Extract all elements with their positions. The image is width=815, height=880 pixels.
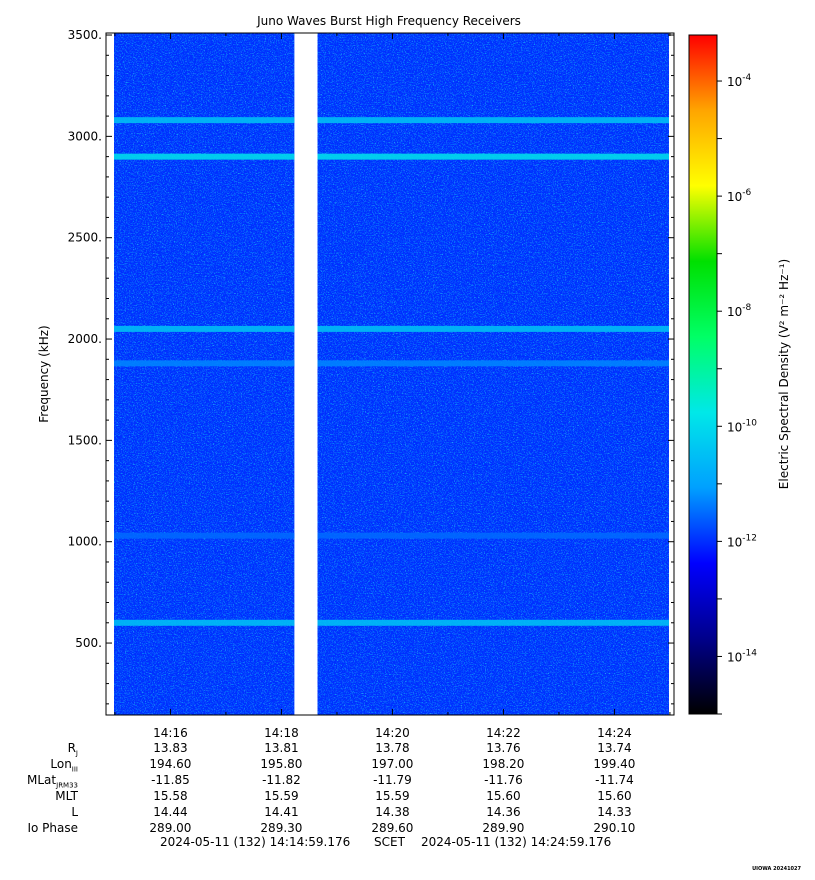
colorbar-tick-label: 10-4: [727, 73, 752, 89]
emission-band: [317, 325, 669, 332]
emission-band: [114, 117, 295, 124]
colorbar-tick-label: 10-12: [727, 533, 757, 549]
ephemeris-value: 194.60: [149, 757, 192, 771]
y-axis-label: Frequency (kHz): [37, 325, 51, 422]
ephemeris-value: 198.20: [482, 757, 525, 771]
y-tick-label: 3500.: [68, 28, 102, 42]
emission-band: [317, 117, 669, 124]
ephemeris-value: 15.59: [264, 789, 299, 803]
ephemeris-label: LonIII: [50, 757, 78, 774]
emission-band: [114, 532, 295, 539]
footer-stamp: UIOWA 20241027: [752, 866, 801, 872]
colorbar-axis: 10-4 10-6 10-8 10-10 10-12 10-14: [717, 73, 757, 715]
x-tick-label: 14:18: [264, 726, 299, 740]
ephemeris-value: 13.78: [375, 741, 410, 755]
ephemeris-value: 289.60: [371, 821, 414, 835]
emission-band: [114, 325, 295, 332]
ephemeris-value: 197.00: [371, 757, 414, 771]
ephemeris-label: MLatJRM33: [27, 773, 78, 790]
x-tick-label: 14:22: [486, 726, 521, 740]
ephemeris-value: -11.79: [373, 773, 412, 787]
emission-band: [114, 619, 295, 626]
ephemeris-value: -11.82: [262, 773, 301, 787]
spectrogram-noise-light: [317, 33, 669, 715]
ephemeris-value: 289.00: [149, 821, 192, 835]
colorbar-tick-label: 10-6: [727, 188, 752, 204]
ephemeris-value: 15.58: [153, 789, 188, 803]
ephemeris-value: 13.81: [264, 741, 299, 755]
emission-band: [114, 153, 295, 160]
ephemeris-value: -11.85: [151, 773, 190, 787]
emission-band: [317, 619, 669, 626]
ephemeris-label: Io Phase: [27, 821, 78, 835]
y-axis: 500. 1000. 1500. 2000. 2500. 3000. 3500.: [68, 28, 674, 705]
ephemeris-value: 290.10: [593, 821, 636, 835]
emission-band: [317, 360, 669, 367]
ephemeris-label: L: [71, 805, 78, 819]
ephemeris-value: 14.38: [375, 805, 410, 819]
y-tick-label: 1000.: [68, 535, 102, 549]
spectrogram-noise-light: [114, 33, 295, 715]
ephemeris-value: 15.59: [375, 789, 410, 803]
x-axis: 14:16 14:18 14:20 14:22 14:24: [114, 33, 671, 740]
ephemeris-label: MLT: [55, 789, 78, 803]
ephemeris-value: 14.33: [597, 805, 632, 819]
chart-title: Juno Waves Burst High Frequency Receiver…: [256, 14, 521, 28]
ephemeris-value: 15.60: [597, 789, 632, 803]
ephemeris-value: 289.90: [482, 821, 525, 835]
ephemeris-value: 14.44: [153, 805, 188, 819]
y-tick-label: 1500.: [68, 433, 102, 447]
ephemeris-value: 13.76: [486, 741, 521, 755]
plot-frame: [105, 32, 675, 716]
y-tick-label: 500.: [75, 636, 102, 650]
plot-area: [114, 33, 669, 715]
ephemeris-value: -11.74: [595, 773, 634, 787]
y-tick-label: 2000.: [68, 332, 102, 346]
colorbar-tick-label: 10-14: [727, 648, 757, 664]
colorbar: [688, 34, 718, 715]
ephemeris-label: RJ: [67, 741, 78, 758]
ephemeris-value: 199.40: [593, 757, 636, 771]
ephemeris-value: 13.83: [153, 741, 188, 755]
ephemeris-value: 15.60: [486, 789, 521, 803]
ephemeris-value: 195.80: [260, 757, 303, 771]
emission-band: [114, 360, 295, 367]
ephemeris-value: -11.76: [484, 773, 523, 787]
colorbar-tick-label: 10-8: [727, 303, 752, 319]
ephemeris-value: 13.74: [597, 741, 632, 755]
y-tick-label: 2500.: [68, 231, 102, 245]
emission-band: [317, 532, 669, 539]
colorbar-tick-label: 10-10: [727, 418, 757, 434]
y-tick-label: 3000.: [68, 129, 102, 143]
x-tick-label: 14:16: [153, 726, 188, 740]
x-tick-label: 14:24: [597, 726, 632, 740]
x-tick-label: 14:20: [375, 726, 410, 740]
ephemeris-value: 14.36: [486, 805, 521, 819]
colorbar-label: Electric Spectral Density (V² m⁻² Hz⁻¹): [777, 259, 791, 489]
time-scet-label: SCET: [374, 835, 405, 849]
ephemeris-value: 14.41: [264, 805, 299, 819]
time-range-start: 2024-05-11 (132) 14:14:59.176: [160, 835, 351, 849]
time-range-end: 2024-05-11 (132) 14:24:59.176: [421, 835, 612, 849]
ephemeris-value: 289.30: [260, 821, 303, 835]
emission-band: [317, 153, 669, 160]
